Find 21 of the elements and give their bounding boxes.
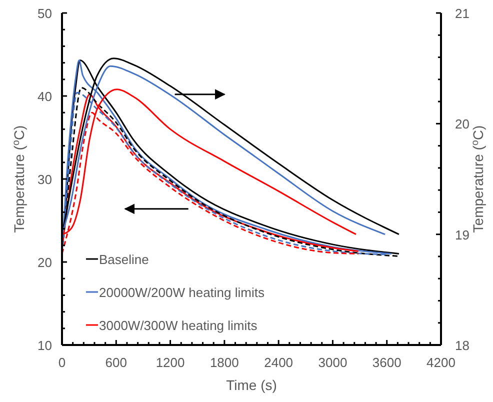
x-tick-label: 0 xyxy=(58,355,66,370)
x-tick-label: 4200 xyxy=(426,355,456,370)
x-tick-label: 3600 xyxy=(372,355,402,370)
y2-tick-label: 21 xyxy=(455,6,470,21)
legend-label: 3000W/300W heating limits xyxy=(99,318,258,333)
y2-tick-label: 20 xyxy=(455,116,470,132)
y-tick-label: 30 xyxy=(38,172,52,187)
y-tick-label: 50 xyxy=(38,6,52,21)
y-tick-label: 10 xyxy=(38,338,52,353)
x-tick-label: 3000 xyxy=(318,355,348,370)
x-tick-label: 2400 xyxy=(264,355,294,370)
y2-tick-label: 18 xyxy=(455,338,470,353)
y2-tick-label: 19 xyxy=(455,227,470,242)
legend-label: 20000W/200W heating limits xyxy=(99,285,265,300)
x-tick-label: 1200 xyxy=(156,355,185,370)
y-tick-label: 20 xyxy=(38,255,52,270)
legend-label: Baseline xyxy=(99,252,149,267)
x-tick-label: 600 xyxy=(105,355,127,370)
x-tick-label: 1800 xyxy=(210,355,239,370)
x-axis-title: Time (s) xyxy=(226,377,277,393)
y-tick-label: 40 xyxy=(38,89,52,104)
